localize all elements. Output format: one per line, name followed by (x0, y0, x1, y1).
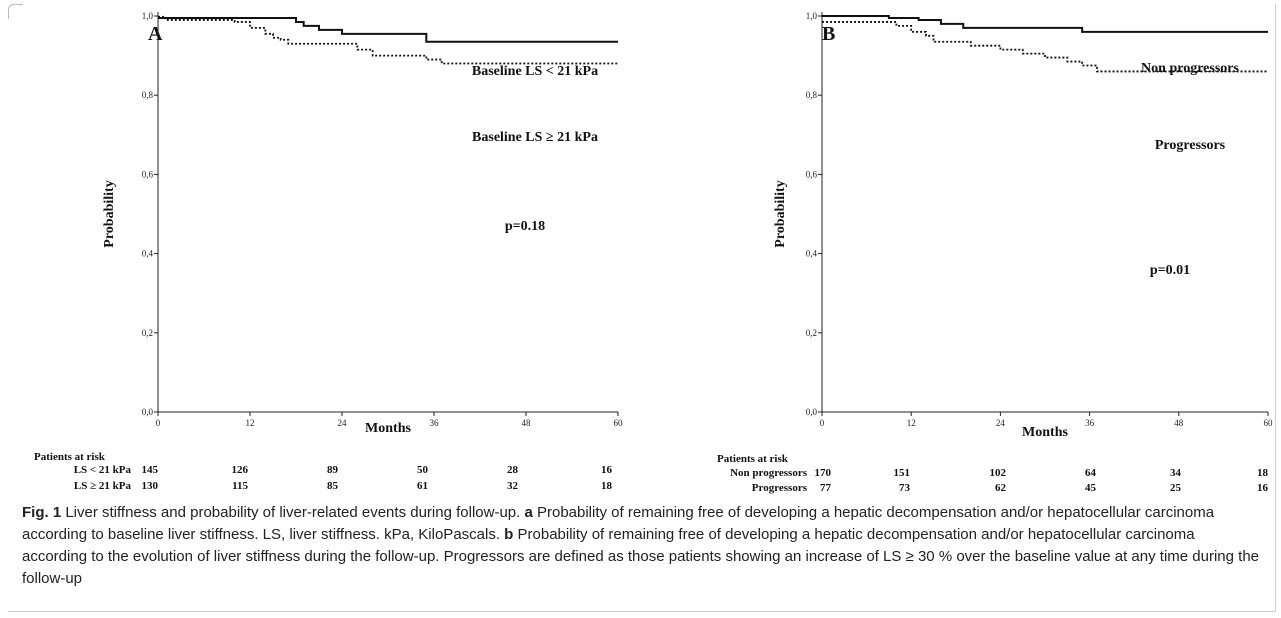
panel-a-series-label: Baseline LS ≥ 21 kPa (472, 130, 598, 145)
panel-b-x-tick-label: 36 (1085, 418, 1095, 428)
figure-corner (8, 4, 23, 19)
panel-a-y-tick-label: 0,4 (142, 249, 154, 259)
panel-a-p-value: p=0.18 (505, 219, 545, 234)
panel-a-x-tick-label: 60 (614, 418, 624, 428)
panel-a-risk-value: 85 (327, 480, 339, 492)
panel-b-risk-value: 18 (1257, 467, 1269, 479)
panel-a-risk-value: 126 (232, 464, 249, 476)
panel-b-x-tick-label: 24 (996, 418, 1006, 428)
panel-b-risk-value: 64 (1085, 467, 1097, 479)
panel-a-x-tick-label: 48 (522, 418, 532, 428)
panel-b-x-tick-label: 0 (820, 418, 825, 428)
panel-a-risk-value: 130 (142, 480, 159, 492)
panel-b-risk-row-label: Non progressors (730, 467, 808, 479)
panel-a-x-tick-label: 24 (338, 418, 348, 428)
panel-b-risk-value: 73 (899, 482, 911, 494)
panel-b-series-solid-line (822, 15, 1268, 33)
caption-seg-2: Probability of remaining free of develop… (22, 504, 1215, 543)
panel-a-y-tick-label: 0,8 (142, 90, 154, 100)
panel-b-series-label: Progressors (1155, 138, 1226, 153)
panel-a-risk-value: 16 (601, 464, 613, 476)
panel-a-risk-value: 32 (507, 480, 519, 492)
panel-b-risk-value: 16 (1257, 482, 1269, 494)
panel-b-x-axis-title: Months (1022, 425, 1068, 440)
panel-b-y-axis-title: Probability (773, 180, 788, 247)
panel-b-risk-value: 62 (995, 482, 1007, 494)
figure-svg: A 0,0 0,2 0,4 0,6 0,8 1,0 0 12 24 36 48 60 Probabilit… (34, 11, 1274, 494)
figure-frame (8, 4, 1276, 612)
panel-a-series-label: Baseline LS < 21 kPa (472, 64, 598, 79)
panel-b-risk-value: 34 (1170, 467, 1182, 479)
panel-a-series-solid-line (158, 16, 618, 43)
panel-b-y-tick-label: 1,0 (806, 11, 818, 21)
caption-seg-3: b (504, 526, 514, 543)
panel-a-y-tick-label: 0,2 (142, 328, 153, 338)
panel-a-x-tick-label: 36 (430, 418, 440, 428)
panel-b-risk-value: 45 (1085, 482, 1097, 494)
panel-b-y-tick-label: 0,8 (806, 90, 818, 100)
panel-a-y-axis-title: Probability (102, 180, 117, 247)
caption-fig-label: Fig. 1 (22, 504, 62, 521)
panel-b-y-tick-label: 0,6 (806, 169, 818, 179)
panel-b-risk-value: 170 (815, 467, 832, 479)
panel-a-risk-value: 50 (417, 464, 429, 476)
panel-a-risk-header: Patients at risk (34, 451, 106, 463)
panel-a-risk-value: 61 (417, 480, 428, 492)
caption-seg-1: a (524, 504, 533, 521)
panel-b-p-value: p=0.01 (1150, 263, 1190, 278)
panel-a-label: A (148, 23, 163, 45)
panel-a-risk-value: 145 (142, 464, 159, 476)
panel-b-risk-row-label: Progressors (752, 482, 808, 494)
panel-b-risk-value: 25 (1170, 482, 1182, 494)
caption-seg-0: Liver stiffness and probability of liver… (61, 504, 525, 521)
panel-b-risk-value: 77 (820, 482, 832, 494)
panel-b-x-tick-label: 48 (1174, 418, 1184, 428)
panel-a-risk-row-label: LS < 21 kPa (74, 464, 132, 476)
figure-caption: Fig. 1 Liver stiffness and probability o… (22, 502, 1262, 590)
panel-b-risk-value: 151 (894, 467, 911, 479)
panel-a-risk-value: 28 (507, 464, 519, 476)
panel-a-y-tick-label: 1,0 (142, 11, 154, 21)
panel-a-x-axis-title: Months (365, 421, 411, 436)
panel-a-risk-row-label: LS ≥ 21 kPa (74, 480, 132, 492)
panel-b-series-dotted-line (822, 21, 1268, 73)
panel-b-x-tick-label: 12 (907, 418, 916, 428)
panel-a-x-tick-label: 12 (246, 418, 255, 428)
panel-a-risk-value: 18 (601, 480, 613, 492)
panel-b-y-tick-label: 0,4 (806, 249, 818, 259)
panel-a-risk-value: 89 (327, 464, 339, 476)
panel-b-y-tick-label: 0,2 (806, 328, 817, 338)
panel-a-y-tick-label: 0,0 (142, 407, 154, 417)
caption-seg-4: Probability of remaining free of develop… (22, 526, 1260, 587)
panel-b-y-tick-label: 0,0 (806, 407, 818, 417)
panel-b-risk-header: Patients at risk (717, 453, 789, 465)
panel-b-risk-value: 102 (990, 467, 1007, 479)
panel-b-x-tick-label: 60 (1264, 418, 1274, 428)
panel-a-risk-value: 115 (232, 480, 248, 492)
panel-a-series-dotted-line (158, 15, 618, 65)
panel-b-label: B (822, 23, 835, 45)
panel-a-x-tick-label: 0 (156, 418, 161, 428)
panel-b-series-label: Non progressors (1141, 61, 1239, 76)
panel-a-y-tick-label: 0,6 (142, 169, 154, 179)
